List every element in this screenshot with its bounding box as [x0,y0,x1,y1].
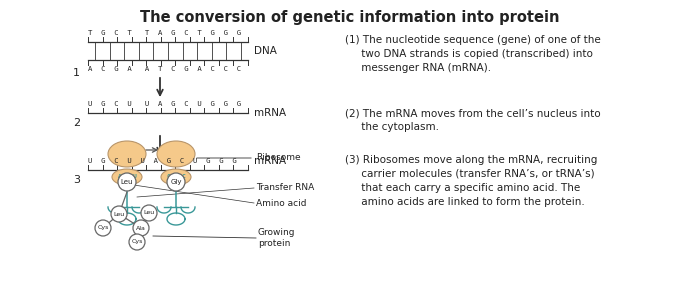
Text: U  G  C  U   U  A  G  C  U  G  G  G: U G C U U A G C U G G G [88,101,241,107]
Text: A  C  G  A   A  T  C  G  A  C  C  C: A C G A A T C G A C C C [88,66,241,72]
Text: Cys: Cys [132,240,143,244]
Text: Growing
protein: Growing protein [258,228,295,248]
Text: (3) Ribosomes move along the mRNA, recruiting
     carrier molecules (transfer R: (3) Ribosomes move along the mRNA, recru… [345,155,597,207]
Text: Leu: Leu [120,179,133,185]
Text: Ribosome: Ribosome [256,154,300,163]
Text: C C C: C C C [167,174,186,179]
Text: T  G  C  T   T  A  G  C  T  G  G  G: T G C T T A G C T G G G [88,30,241,36]
Circle shape [118,173,136,191]
Circle shape [95,220,111,236]
Text: (1) The nucleotide sequence (gene) of one of the
     two DNA strands is copied : (1) The nucleotide sequence (gene) of on… [345,35,601,73]
Text: 2: 2 [73,118,80,128]
Text: Leu: Leu [144,210,155,216]
Circle shape [129,234,145,250]
Ellipse shape [108,141,146,167]
Circle shape [141,205,157,221]
Text: mRNA: mRNA [254,156,286,166]
Circle shape [167,173,185,191]
Circle shape [111,206,127,222]
Text: Amino acid: Amino acid [256,199,307,208]
Circle shape [133,220,149,236]
Ellipse shape [161,169,191,185]
Text: The conversion of genetic information into protein: The conversion of genetic information in… [140,10,560,25]
Text: DNA: DNA [254,46,277,56]
Text: 3: 3 [73,175,80,185]
Text: Transfer RNA: Transfer RNA [256,184,314,192]
Text: Ala: Ala [136,226,146,230]
Ellipse shape [112,169,142,185]
Text: (2) The mRNA moves from the cell’s nucleus into
     the cytoplasm.: (2) The mRNA moves from the cell’s nucle… [345,108,601,132]
Text: A A U: A A U [118,174,136,179]
Text: mRNA: mRNA [254,108,286,118]
Text: Leu: Leu [113,212,125,216]
Text: 1: 1 [73,68,80,78]
Text: Cys: Cys [97,226,108,230]
Text: Gly: Gly [170,179,182,185]
Text: U  G  C  U  U  A  G  C  U  G  G  G: U G C U U A G C U G G G [88,158,237,164]
Ellipse shape [157,141,195,167]
